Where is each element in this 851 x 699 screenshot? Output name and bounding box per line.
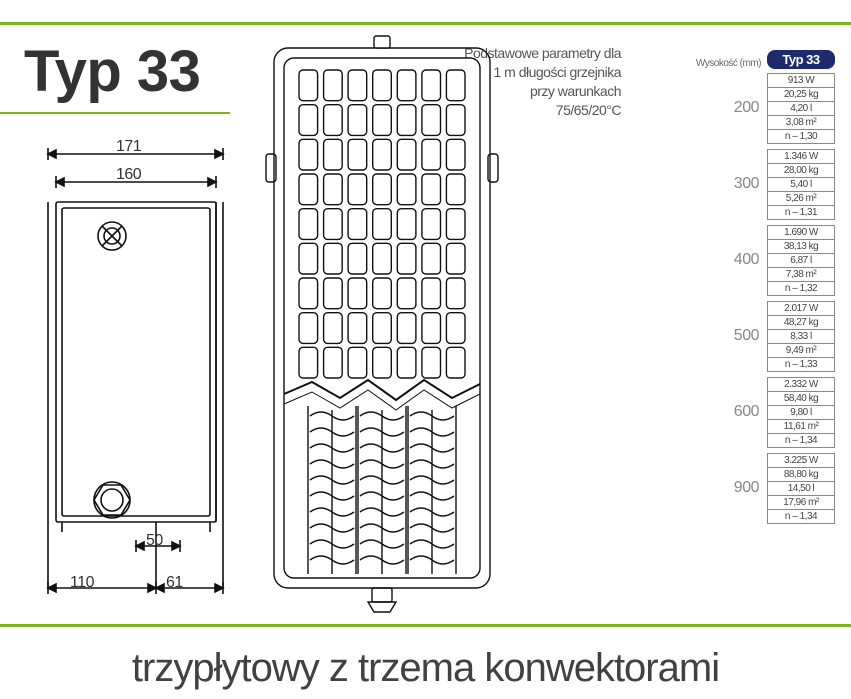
spec-height-label: 300 [685,149,767,219]
page-title: Typ 33 [24,38,200,105]
spec-group: 6002.332 W58,40 kg9,80 l11,61 m²n – 1,34 [685,377,835,447]
spec-cells: 1.346 W28,00 kg5,40 l5,26 m²n – 1,31 [767,149,835,219]
spec-group: 4001.690 W38,13 kg6,87 l7,38 m²n – 1,32 [685,225,835,295]
dim-overall-width: 171 [116,138,141,156]
spec-cell: 1.346 W [767,149,835,164]
spec-cell: 11,61 m² [767,419,835,434]
spec-groups: 200913 W20,25 kg4,20 l3,08 m²n – 1,30300… [685,73,835,523]
spec-cell: 20,25 kg [767,87,835,102]
left-diagram-svg [28,140,248,610]
mid-rule [0,624,851,627]
spec-cell: 28,00 kg [767,163,835,178]
spec-cell: 5,26 m² [767,191,835,206]
title-underline [0,112,230,114]
spec-cells: 3.225 W88,80 kg14,50 l17,96 m²n – 1,34 [767,453,835,523]
spec-cells: 1.690 W38,13 kg6,87 l7,38 m²n – 1,32 [767,225,835,295]
dim-inner-width: 160 [116,166,141,184]
spec-cell: n – 1,30 [767,129,835,144]
spec-cell: 88,80 kg [767,467,835,482]
spec-height-label: 400 [685,225,767,295]
subtitle: trzypłytowy z trzema konwektorami [0,646,851,691]
spec-cell: 14,50 l [767,481,835,496]
spec-cell: n – 1,31 [767,205,835,220]
spec-height-label: 900 [685,453,767,523]
spec-cell: 3.225 W [767,453,835,468]
spec-cells: 2.332 W58,40 kg9,80 l11,61 m²n – 1,34 [767,377,835,447]
spec-height-label: 600 [685,377,767,447]
dim-bottom-offset: 50 [146,532,163,550]
spec-cell: 3,08 m² [767,115,835,130]
spec-cell: 1.690 W [767,225,835,240]
spec-cell: 2.332 W [767,377,835,392]
spec-cell: n – 1,34 [767,509,835,524]
spec-cell: 2.017 W [767,301,835,316]
spec-height-label: 200 [685,73,767,143]
spec-table: Wysokość (mm) Typ 33 200913 W20,25 kg4,2… [685,50,835,529]
left-diagram: 171 160 50 110 61 [28,140,248,610]
spec-cell: n – 1,32 [767,281,835,296]
spec-cells: 2.017 W48,27 kg8,33 l9,49 m²n – 1,33 [767,301,835,371]
spec-cells: 913 W20,25 kg4,20 l3,08 m²n – 1,30 [767,73,835,143]
spec-height-header: Wysokość (mm) [685,58,767,69]
center-diagram [262,34,502,614]
dim-left-offset: 110 [70,574,94,592]
spec-cell: 17,96 m² [767,495,835,510]
dim-right-offset: 61 [166,574,183,592]
spec-cell: 7,38 m² [767,267,835,282]
spec-height-label: 500 [685,301,767,371]
spec-group: 3001.346 W28,00 kg5,40 l5,26 m²n – 1,31 [685,149,835,219]
spec-cell: 913 W [767,73,835,88]
top-rule [0,22,851,25]
spec-cell: 9,80 l [767,405,835,420]
spec-cell: 58,40 kg [767,391,835,406]
spec-cell: 6,87 l [767,253,835,268]
spec-header-row: Wysokość (mm) Typ 33 [685,50,835,69]
spec-cell: 5,40 l [767,177,835,192]
spec-group: 200913 W20,25 kg4,20 l3,08 m²n – 1,30 [685,73,835,143]
spec-cell: 9,49 m² [767,343,835,358]
spec-cell: 8,33 l [767,329,835,344]
spec-group: 9003.225 W88,80 kg14,50 l17,96 m²n – 1,3… [685,453,835,523]
center-diagram-svg [262,34,502,614]
spec-cell: n – 1,33 [767,357,835,372]
spec-type-badge: Typ 33 [767,50,835,69]
spec-cell: 48,27 kg [767,315,835,330]
spec-cell: n – 1,34 [767,433,835,448]
spec-cell: 4,20 l [767,101,835,116]
spec-cell: 38,13 kg [767,239,835,254]
spec-group: 5002.017 W48,27 kg8,33 l9,49 m²n – 1,33 [685,301,835,371]
